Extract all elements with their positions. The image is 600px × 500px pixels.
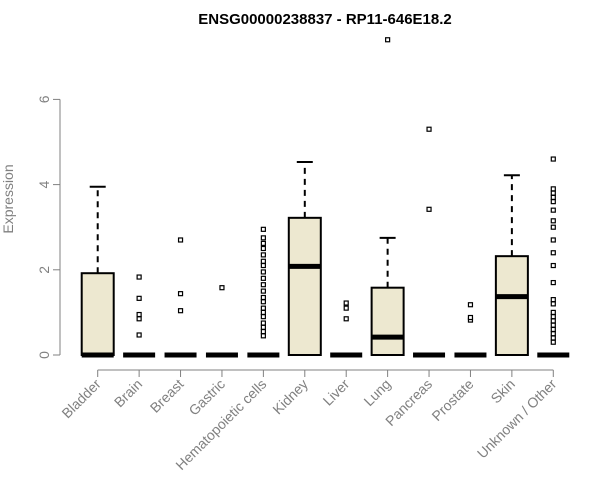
outlier-point [260,324,266,330]
box-hematopoietic-cells [247,226,280,358]
outlier-point [260,294,266,301]
outlier-point [550,326,556,333]
outlier-point [136,316,142,322]
outlier-point [550,186,556,192]
outlier-point [426,126,432,132]
box-brain [123,274,156,358]
chart-title: ENSG00000238837 - RP11-646E18.2 [198,11,452,28]
outlier-point [550,318,556,324]
outlier-point [426,206,432,212]
outlier-point [136,274,142,280]
outlier-point [177,291,184,297]
outlier-point [260,309,266,315]
outlier-point [260,226,266,232]
outlier-point [550,207,556,213]
outlier-point [260,262,266,269]
outlier-point [550,156,556,162]
box-bladder [80,185,115,358]
box-rect [287,216,322,356]
box-kidney [287,161,322,356]
outlier-point [550,335,556,341]
outlier-point [260,252,266,258]
outlier-point [550,301,556,307]
box-pancreas [413,126,446,358]
outlier-point [177,308,184,314]
x-tick-label: Liver [320,376,353,409]
outlier-point [343,316,349,322]
outlier-point [550,250,556,256]
outlier-point [136,295,142,301]
outlier-point [260,258,266,264]
x-tick-label: Unknown / Other [474,376,560,462]
outlier-point [550,339,556,345]
y-tick-label: 4 [36,180,52,188]
outlier-point [260,288,266,294]
outlier-point [550,279,556,286]
x-tick-label: Kidney [269,376,311,418]
box-lung [370,37,405,356]
outlier-point [550,199,556,205]
y-axis-label: Expression [0,164,16,233]
outlier-point [550,224,556,230]
outlier-point [550,218,556,224]
outlier-point [550,331,556,337]
outlier-point [260,299,266,305]
outlier-point [260,235,266,241]
box-gastric [205,285,238,358]
outlier-point [260,333,266,339]
outlier-point [260,240,266,246]
y-tick-label: 0 [36,351,52,359]
box-rect [80,272,115,357]
outlier-point [550,190,556,196]
x-tick-label: Breast [147,376,187,416]
x-tick-label: Lung [360,376,393,409]
outlier-point [550,262,556,269]
outlier-point [177,237,184,243]
box-rect [494,255,529,356]
outlier-point [550,297,556,303]
y-tick-label: 2 [36,266,52,274]
outlier-point [219,285,225,291]
boxes-group [80,37,570,358]
outlier-point [136,332,142,338]
outlier-point [260,305,266,311]
outlier-point [260,328,266,335]
outlier-point [467,302,474,308]
outlier-point [467,314,474,321]
x-tick-label: Prostate [428,376,476,424]
x-tick-label: Skin [487,376,518,407]
outlier-point [260,245,266,252]
outlier-point [550,309,556,315]
outlier-point [343,305,349,311]
outlier-point [343,300,349,306]
outlier-point [260,275,266,281]
outlier-point [136,311,142,318]
outlier-point [260,314,266,320]
outlier-point [260,282,266,288]
outlier-point [260,320,266,326]
x-tick-label: Bladder [58,376,104,422]
box-prostate [454,302,487,358]
y-axis: 0 2 4 6 [36,95,61,359]
outlier-point [550,322,556,328]
box-unknown-other [537,156,570,358]
x-tick-label: Brain [111,376,145,410]
outlier-point [550,194,556,200]
outlier-point [385,37,391,43]
box-rect [370,286,405,356]
box-skin [494,174,529,356]
box-breast [164,237,197,358]
outlier-point [550,314,556,320]
outlier-point [550,237,556,243]
box-liver [330,300,363,358]
outlier-point [260,269,266,275]
y-tick-label: 6 [36,95,52,103]
